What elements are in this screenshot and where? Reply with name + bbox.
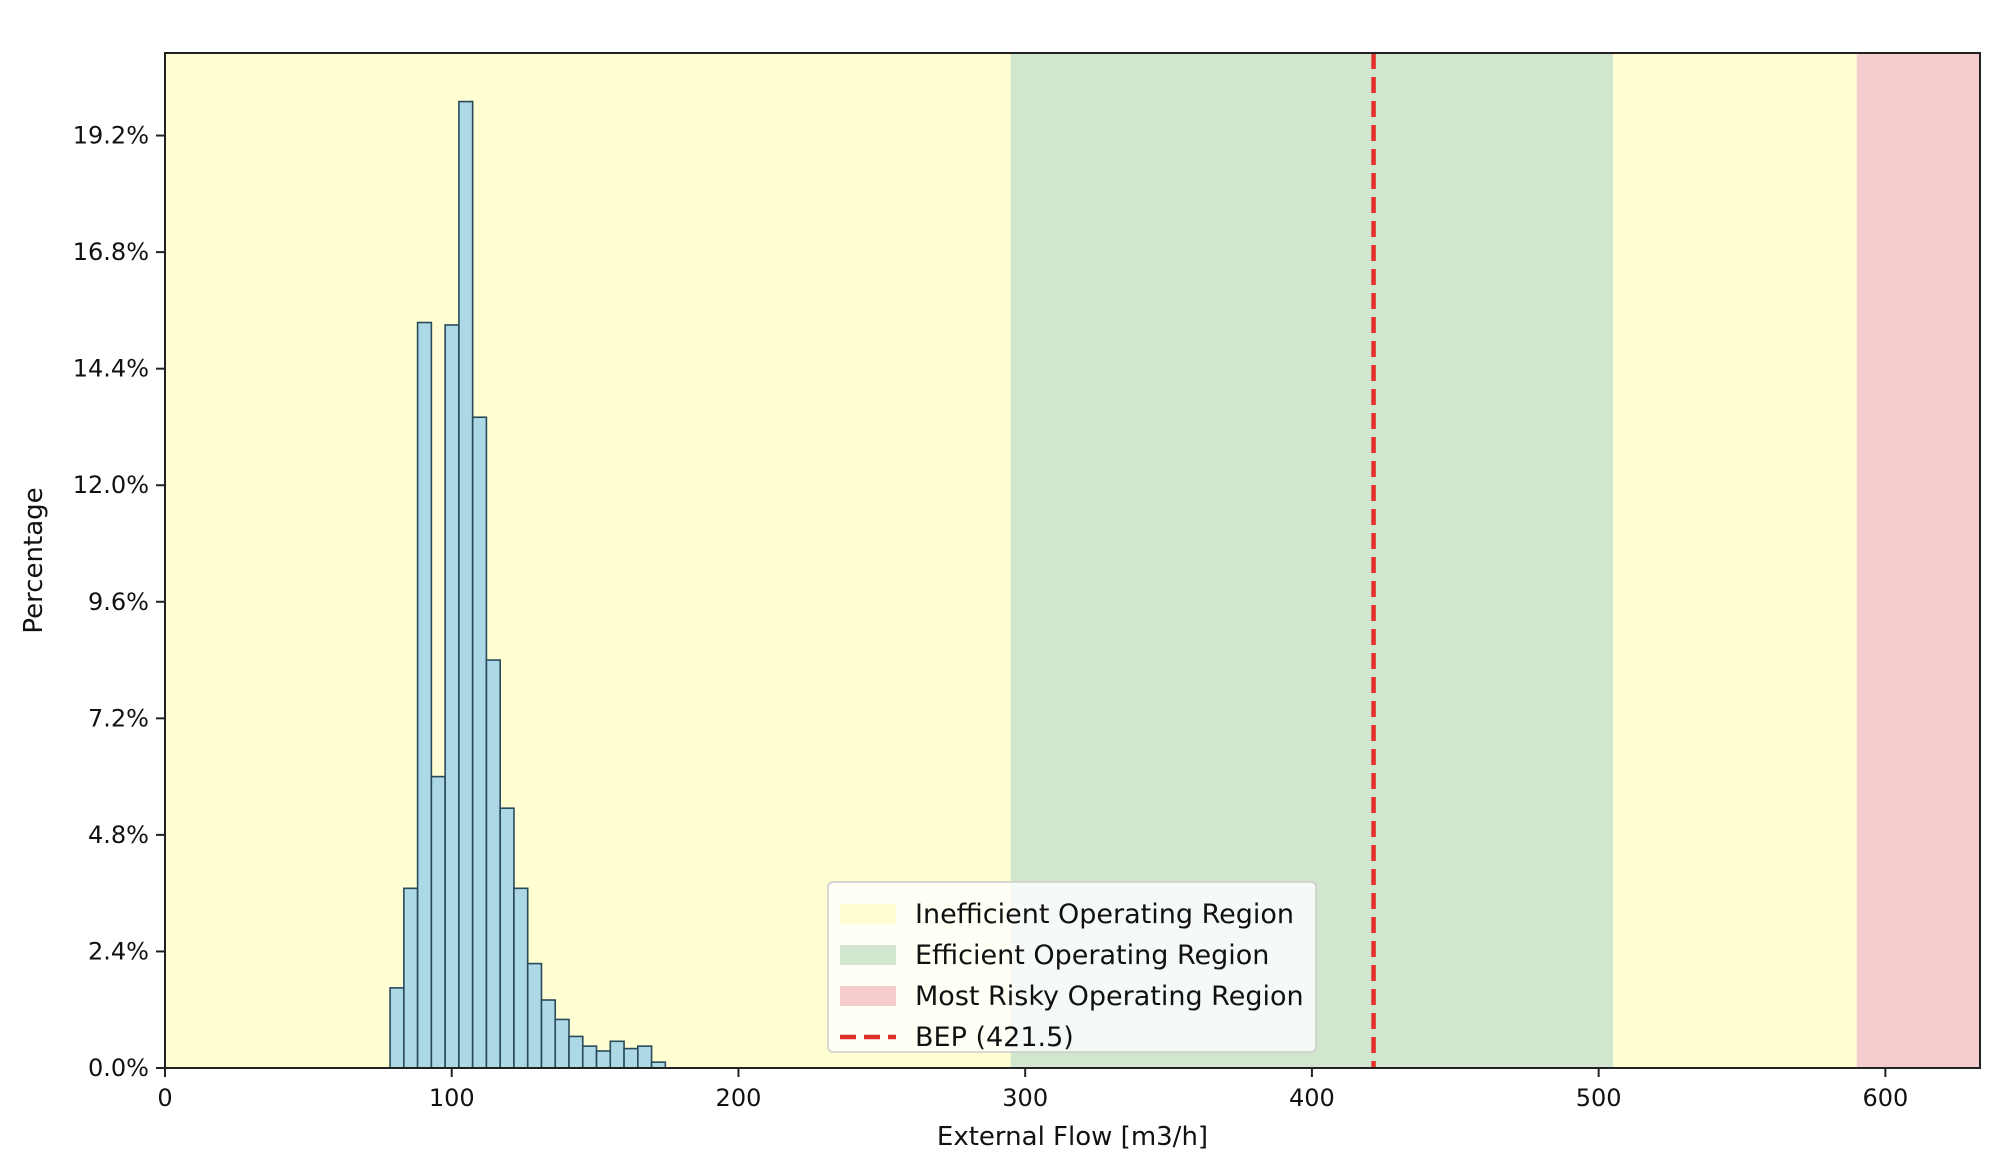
- x-tick-label-4: 400: [1289, 1084, 1335, 1112]
- x-tick-label-3: 300: [1002, 1084, 1048, 1112]
- histogram-bar-2: [416, 321, 433, 1069]
- y-axis-label: Percentage: [19, 487, 49, 633]
- histogram-bar-6: [471, 416, 488, 1069]
- histogram-bar-10: [526, 962, 543, 1069]
- histogram-bar-17: [623, 1047, 639, 1069]
- region-band-2: [1612, 53, 1857, 1068]
- histogram-bar-13: [568, 1035, 584, 1069]
- regions-layer: [165, 53, 1980, 1068]
- x-tick-label-6: 600: [1862, 1084, 1908, 1112]
- y-tick-label-0: 0.0%: [88, 1054, 149, 1082]
- histogram-bar-11: [540, 999, 557, 1069]
- x-tick-label-1: 100: [429, 1084, 475, 1112]
- histogram-bar-1: [403, 887, 419, 1069]
- y-tick-label-1: 2.4%: [88, 937, 149, 965]
- region-band-3: [1856, 53, 1980, 1068]
- legend-label-3: BEP (421.5): [915, 1022, 1074, 1053]
- legend-box: [827, 881, 1317, 1053]
- legend-swatch-1: [840, 945, 896, 965]
- histogram-bar-4: [444, 324, 460, 1069]
- y-tick-label-6: 14.4%: [73, 355, 149, 383]
- x-axis-ticks: 0 100 200 300 400 500 600: [157, 1068, 1908, 1112]
- legend-label-1: Efficient Operating Region: [915, 940, 1269, 971]
- x-tick-label-0: 0: [157, 1084, 172, 1112]
- x-tick-label-5: 500: [1576, 1084, 1622, 1112]
- legend: Inefficient Operating Region Efficient Op…: [827, 881, 1317, 1053]
- legend-label-0: Inefficient Operating Region: [915, 899, 1294, 930]
- legend-swatch-0: [840, 904, 896, 924]
- histogram-bar-9: [513, 887, 529, 1069]
- y-tick-label-4: 9.6%: [88, 588, 149, 616]
- x-tick-label-2: 200: [716, 1084, 762, 1112]
- y-axis-ticks: 0.0% 2.4% 4.8% 7.2% 9.6% 12.0% 14.4% 16.8% 19.2%: [73, 122, 165, 1082]
- histogram-bar-14: [581, 1045, 598, 1069]
- histogram-bar-8: [499, 807, 515, 1069]
- histogram-bar-12: [554, 1018, 570, 1069]
- histogram-bar-5: [458, 100, 474, 1069]
- histogram-bar-0: [389, 987, 405, 1069]
- histogram-bar-18: [637, 1045, 653, 1069]
- histogram-bar-16: [609, 1040, 625, 1069]
- legend-label-2: Most Risky Operating Region: [915, 981, 1304, 1012]
- histogram-bar-3: [430, 775, 446, 1069]
- plot-frame: [164, 52, 1981, 1069]
- x-axis-label: External Flow [m3/h]: [937, 1122, 1208, 1152]
- y-tick-label-8: 19.2%: [73, 122, 149, 150]
- y-tick-label-5: 12.0%: [73, 471, 149, 499]
- y-tick-label-2: 4.8%: [88, 821, 149, 849]
- y-tick-label-3: 7.2%: [88, 704, 149, 732]
- y-tick-label-7: 16.8%: [73, 238, 149, 266]
- histogram-bar-7: [485, 659, 501, 1069]
- histogram-bar-15: [595, 1050, 612, 1069]
- legend-swatch-2: [840, 986, 896, 1006]
